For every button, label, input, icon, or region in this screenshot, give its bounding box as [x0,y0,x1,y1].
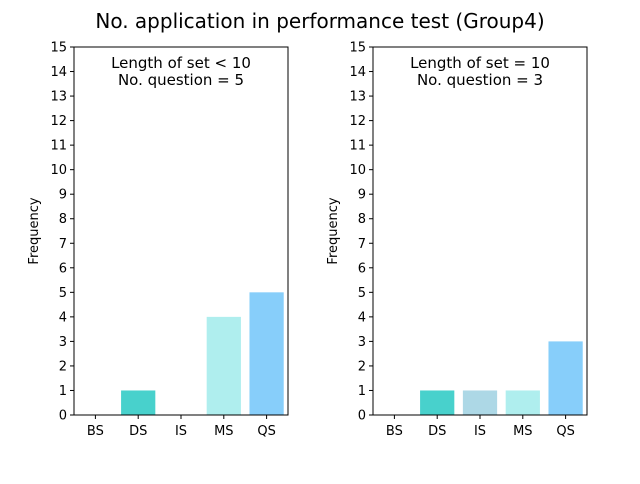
y-tick-label: 8 [358,212,366,227]
x-tick-label: IS [175,424,187,439]
x-tick-label: IS [474,424,486,439]
y-tick-label: 15 [349,41,366,56]
x-tick-label: DS [428,424,446,439]
x-tick-label: QS [556,424,574,439]
y-tick-label: 3 [358,335,366,350]
x-tick-label: QS [257,424,275,439]
y-tick-label: 1 [358,384,366,399]
bar-qs [249,292,284,415]
y-tick-label: 3 [59,335,67,350]
y-tick-label: 8 [59,212,67,227]
figure-title: No. application in performance test (Gro… [95,9,544,33]
y-tick-label: 10 [349,163,366,178]
y-tick-label: 13 [50,90,67,105]
bar-is [462,390,498,415]
y-tick-label: 0 [358,409,366,424]
x-tick-label: MS [513,424,532,439]
bar-qs [548,341,583,415]
y-tick-label: 13 [349,90,366,105]
bar-ds [121,390,156,415]
annotation-line-1: Length of set < 10 [111,54,251,72]
y-tick-label: 15 [50,41,67,56]
x-tick-label: MS [214,424,233,439]
y-tick-label: 6 [358,261,366,276]
annotation-line-2: No. question = 3 [417,71,543,89]
y-tick-label: 7 [59,237,67,252]
y-tick-label: 6 [59,261,67,276]
bar-ds [420,390,455,415]
x-tick-label: BS [87,424,104,439]
y-tick-label: 2 [358,359,366,374]
y-tick-label: 4 [358,310,366,325]
x-tick-label: BS [386,424,403,439]
y-axis-label: Frequency [326,197,341,264]
annotation-line-1: Length of set = 10 [410,54,550,72]
y-tick-label: 5 [59,286,67,301]
y-tick-label: 12 [349,114,366,129]
y-tick-label: 12 [50,114,67,129]
y-tick-label: 9 [59,188,67,203]
y-tick-label: 11 [50,139,67,154]
y-tick-label: 2 [59,359,67,374]
y-tick-label: 9 [358,188,366,203]
y-tick-label: 1 [59,384,67,399]
y-tick-label: 14 [349,65,366,80]
y-tick-label: 4 [59,310,67,325]
y-tick-label: 7 [358,237,366,252]
bar-ms [505,390,540,415]
x-tick-label: DS [129,424,147,439]
y-tick-label: 14 [50,65,67,80]
y-tick-label: 10 [50,163,67,178]
bar-ms [206,316,241,415]
y-tick-label: 11 [349,139,366,154]
y-tick-label: 0 [59,409,67,424]
y-tick-label: 5 [358,286,366,301]
annotation-line-2: No. question = 5 [118,71,244,89]
y-axis-label: Frequency [27,197,42,264]
